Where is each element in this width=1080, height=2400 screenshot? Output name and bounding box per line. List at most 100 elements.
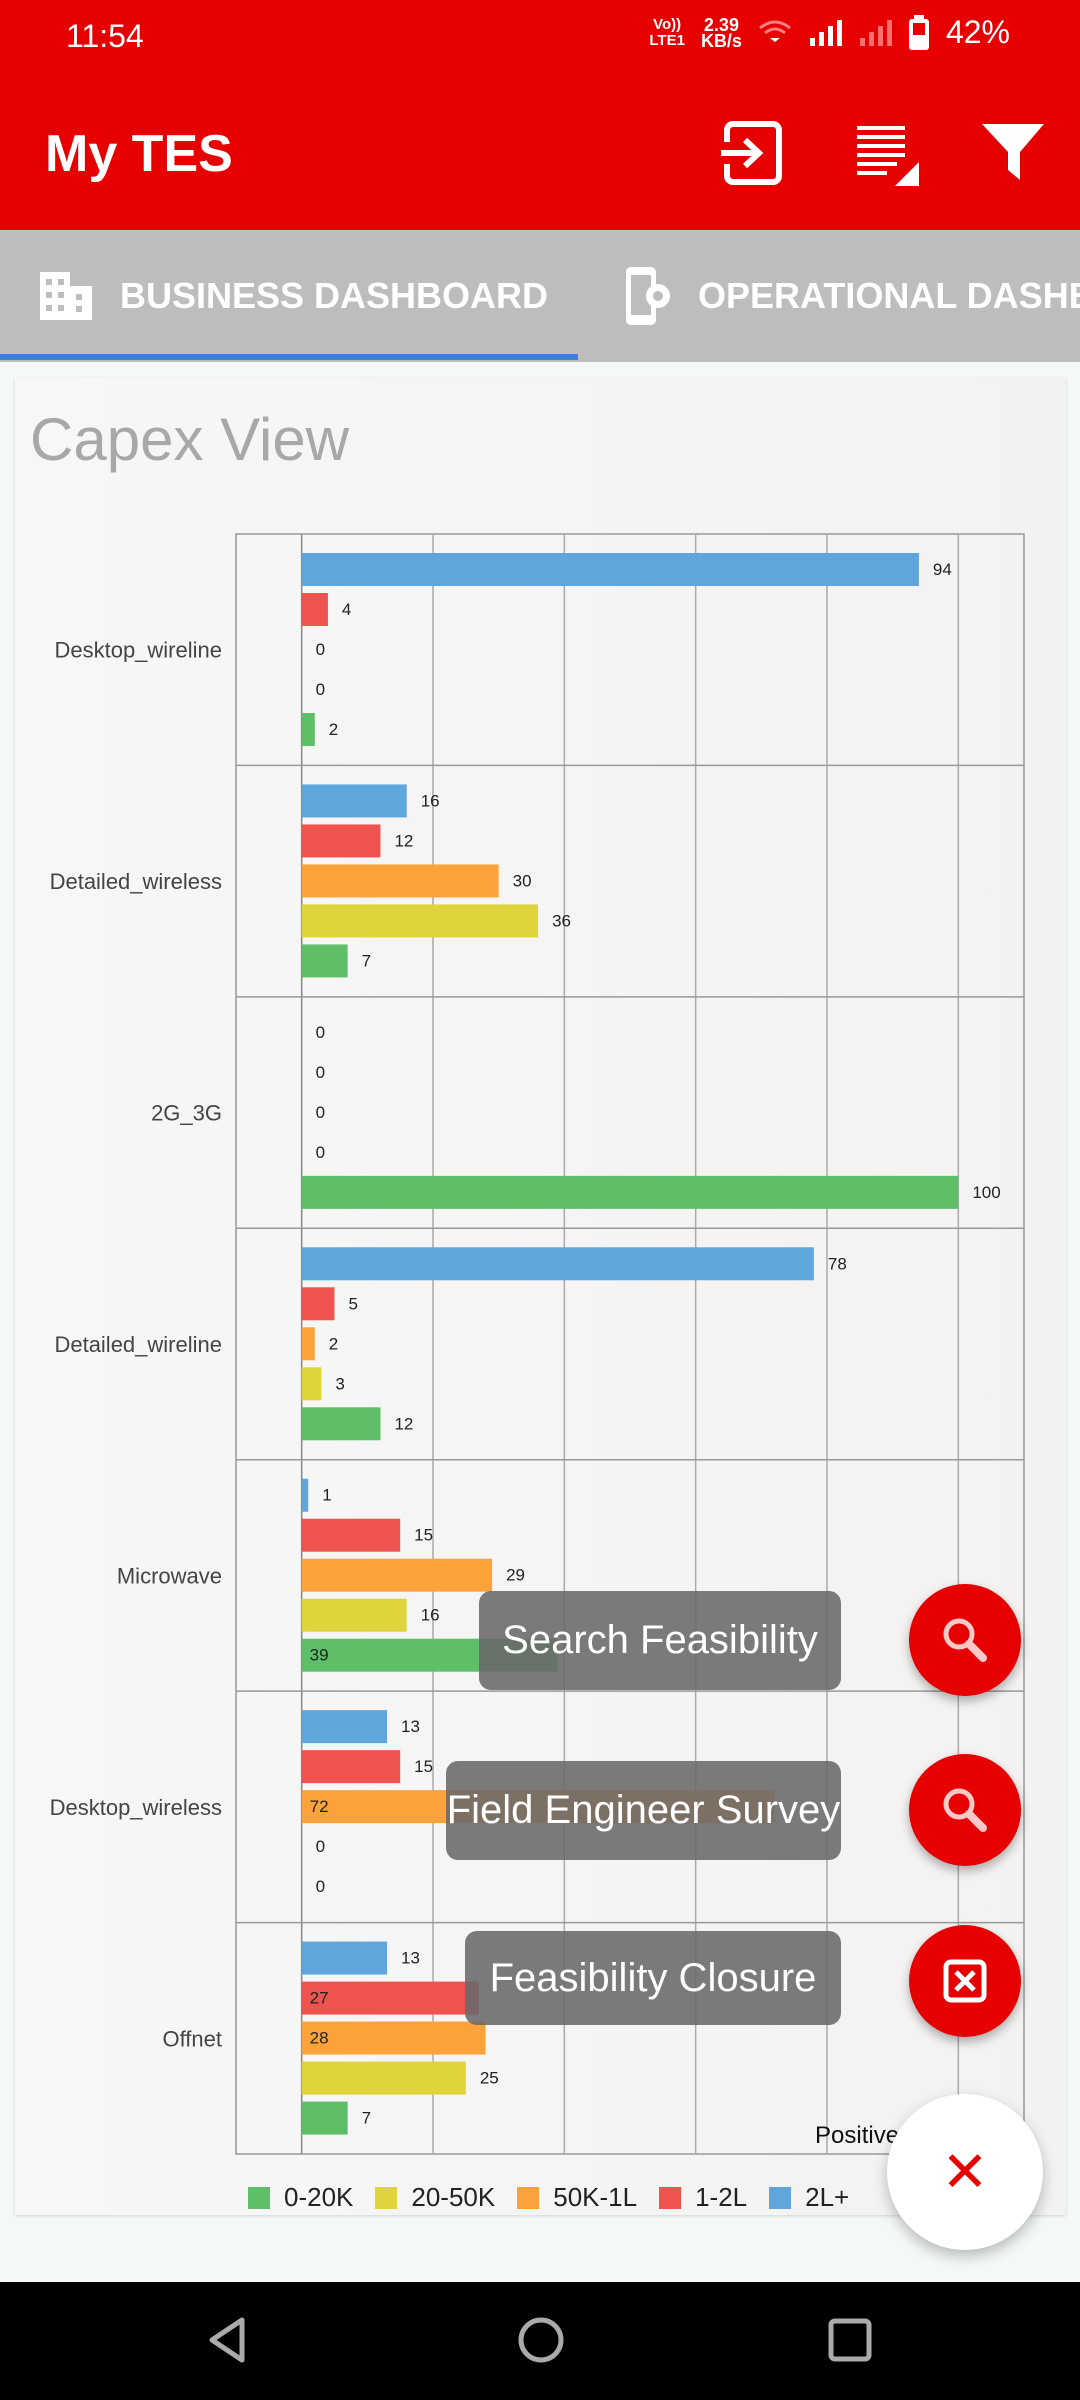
- recents-icon[interactable]: [822, 2312, 878, 2368]
- tab-indicator: [0, 354, 578, 360]
- login-icon[interactable]: [715, 118, 785, 188]
- signal-icon: [809, 19, 842, 46]
- legend-item[interactable]: 2L+: [769, 2182, 849, 2213]
- value-label: 2: [329, 720, 338, 739]
- value-label: 15: [414, 1526, 433, 1545]
- battery-percent: 42%: [945, 14, 1010, 50]
- plot-frame: [235, 533, 1025, 2155]
- value-label: 0: [316, 1063, 325, 1082]
- value-label: 30: [513, 871, 532, 890]
- list-icon[interactable]: [853, 118, 923, 188]
- bar-2L+: [301, 1478, 309, 1512]
- value-label: 36: [552, 911, 571, 930]
- value-label: 5: [349, 1294, 358, 1313]
- tab-operational-dashboard[interactable]: OPERATIONAL DASHBOARD: [624, 230, 1080, 362]
- category-label: Desktop_wireline: [54, 638, 222, 663]
- bar-1-2L: [301, 1287, 335, 1321]
- bar-20-50K: [301, 2061, 466, 2095]
- bar-50K-1L: [301, 864, 499, 898]
- legend-label: 50K-1L: [553, 2182, 638, 2212]
- bar-2L+: [301, 1247, 814, 1281]
- capex-card: [15, 378, 1066, 2215]
- search-feasibility-label[interactable]: Search Feasibility: [479, 1591, 841, 1690]
- value-label: 94: [933, 560, 952, 579]
- category-label: 2G_3G: [151, 1101, 222, 1126]
- value-label: 0: [316, 1837, 325, 1856]
- value-label: 78: [828, 1254, 847, 1273]
- bar-20-50K: [301, 1598, 407, 1632]
- bar-0-20K: [301, 1175, 959, 1209]
- chart-legend: 0-20K 20-50K 50K-1L 1-2L 2L+: [248, 2182, 871, 2213]
- close-fab-menu-button[interactable]: ✕: [887, 2094, 1043, 2250]
- feasibility-closure-label[interactable]: Feasibility Closure: [465, 1931, 841, 2025]
- bar-1-2L: [301, 1750, 401, 1784]
- value-label: 27: [310, 1989, 329, 2008]
- field-engineer-survey-button[interactable]: [909, 1754, 1021, 1866]
- search-icon: [943, 1788, 987, 1832]
- bar-0-20K: [301, 1407, 381, 1441]
- legend-item[interactable]: 20-50K: [375, 2182, 495, 2213]
- legend-item[interactable]: 1-2L: [659, 2182, 747, 2213]
- value-label: 2: [329, 1334, 338, 1353]
- filter-icon[interactable]: [978, 118, 1048, 188]
- bar-1-2L: [301, 1981, 479, 2015]
- building-icon: [40, 272, 92, 320]
- close-icon: ✕: [941, 2140, 989, 2203]
- bar-2L+: [301, 553, 919, 586]
- tab-business-dashboard[interactable]: BUSINESS DASHBOARD: [38, 230, 548, 362]
- bar-20-50K: [301, 904, 539, 938]
- value-label: 0: [316, 1877, 325, 1896]
- feasibility-closure-button[interactable]: [909, 1925, 1021, 2037]
- value-label: 13: [401, 1949, 420, 1968]
- legend-swatch: [769, 2186, 792, 2209]
- value-label: 16: [421, 1606, 440, 1625]
- bar-20-50K: [301, 1367, 322, 1401]
- value-label: 39: [310, 1646, 329, 1665]
- bar-50K-1L: [301, 1558, 493, 1592]
- back-icon[interactable]: [200, 2312, 256, 2368]
- volte-indicator: Vo)) LTE1: [649, 15, 685, 49]
- bar-2L+: [301, 1941, 388, 1975]
- bar-50K-1L: [301, 1327, 315, 1361]
- network-speed: 2.39 KB/s: [700, 14, 742, 51]
- field-engineer-survey-label[interactable]: Field Engineer Survey: [446, 1761, 841, 1860]
- value-label: 4: [342, 600, 351, 619]
- value-label: 72: [310, 1797, 329, 1816]
- status-time: 11:54: [66, 18, 144, 54]
- home-icon[interactable]: [513, 2312, 569, 2368]
- value-label: 13: [401, 1717, 420, 1736]
- bar-2L+: [301, 784, 407, 818]
- bar-1-2L: [301, 593, 328, 626]
- bar-1-2L: [301, 824, 381, 858]
- legend-item[interactable]: 50K-1L: [517, 2182, 637, 2213]
- status-bar: 11:54 Vo)) LTE1 2.39 KB/s 42%: [0, 0, 1080, 76]
- legend-label: 0-20K: [284, 2182, 354, 2212]
- value-label: 100: [972, 1183, 1000, 1202]
- bar-1-2L: [301, 1518, 401, 1552]
- legend-label: 1-2L: [695, 2182, 748, 2212]
- tab-bar: BUSINESS DASHBOARD OPERATIONAL DASHBOARD: [0, 230, 1080, 362]
- signal-sim2-icon: [859, 19, 892, 46]
- search-feasibility-button[interactable]: [909, 1584, 1021, 1696]
- bar-0-20K: [301, 2101, 348, 2135]
- value-label: 7: [362, 951, 371, 970]
- tab-label: BUSINESS DASHBOARD: [120, 275, 549, 316]
- app-title: My TES: [45, 125, 233, 183]
- bar-50K-1L: [301, 2021, 486, 2055]
- value-label: 29: [506, 1566, 525, 1585]
- legend-item[interactable]: 0-20K: [248, 2182, 353, 2213]
- value-label: 0: [316, 1023, 325, 1042]
- category-label: Detailed_wireless: [50, 869, 222, 894]
- value-label: 1: [322, 1486, 331, 1505]
- legend-swatch: [659, 2186, 682, 2209]
- close-box-icon: [943, 1959, 987, 2003]
- bar-2L+: [301, 1710, 388, 1744]
- value-label: 3: [335, 1374, 344, 1393]
- legend-swatch: [517, 2186, 540, 2209]
- value-label: 16: [421, 791, 440, 810]
- value-label: 0: [316, 1103, 325, 1122]
- wifi-icon: [759, 20, 791, 42]
- bar-0-20K: [301, 713, 315, 746]
- tab-label: OPERATIONAL DASHBOARD: [698, 275, 1080, 316]
